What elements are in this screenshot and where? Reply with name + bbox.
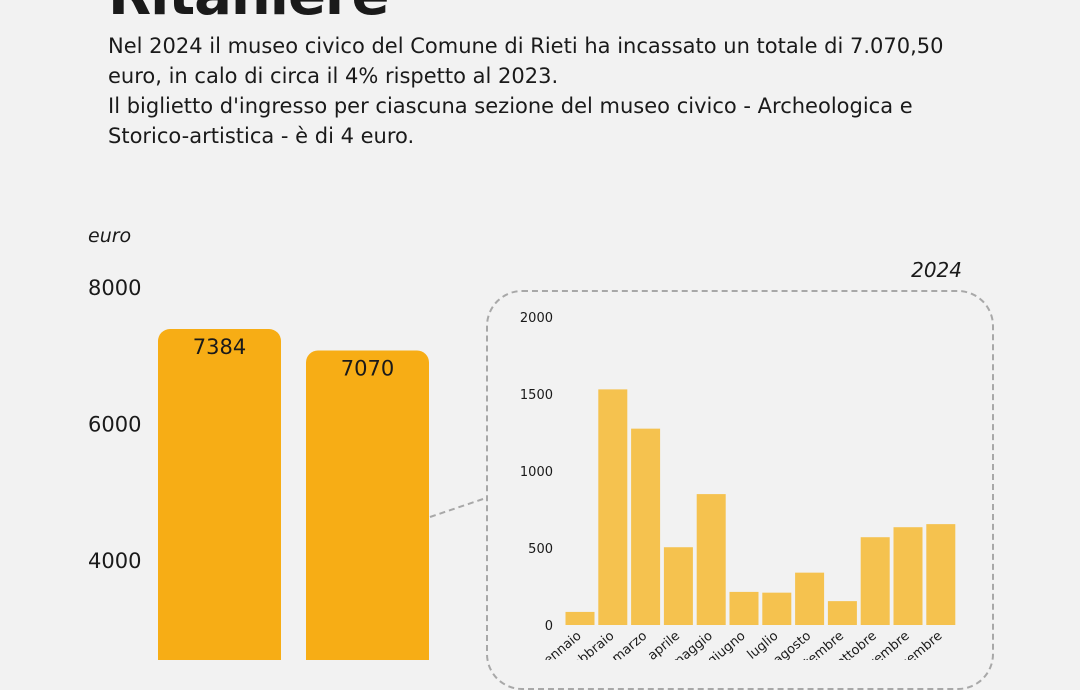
y-tick-label: 4000	[88, 549, 141, 573]
intro-text: Nel 2024 il museo civico del Comune di R…	[108, 31, 988, 151]
intro-paragraph-1: Nel 2024 il museo civico del Comune di R…	[108, 34, 944, 88]
inset-x-tick-label: giugno	[705, 629, 749, 660]
intro-paragraph-2: Il biglietto d'ingresso per ciascuna sez…	[108, 94, 913, 148]
inset-bar-dicembre	[926, 524, 956, 625]
bar-value-label: 7070	[341, 356, 394, 380]
y-axis-label: euro	[88, 225, 131, 247]
y-tick-label: 6000	[88, 413, 141, 437]
inset-bar-gennaio	[565, 611, 595, 625]
inset-y-tick-label: 2000	[520, 311, 553, 326]
inset-y-tick-label: 500	[528, 542, 553, 557]
inset-bar-novembre	[893, 527, 923, 625]
inset-bar-luglio	[762, 592, 792, 625]
bar-2024	[306, 350, 429, 660]
inset-bar-giugno	[729, 591, 759, 625]
inset-y-tick-label: 1000	[520, 465, 553, 480]
y-tick-label: 8000	[88, 276, 141, 300]
inset-y-tick-label: 0	[545, 619, 553, 634]
bar-2023	[158, 329, 281, 660]
inset-chart-title: 2024	[911, 258, 962, 282]
monthly-revenue-chart: 0500100015002000gennaiofebbraiomarzoapri…	[520, 311, 956, 660]
inset-x-tick-label: marzo	[609, 629, 650, 660]
inset-y-tick-label: 1500	[520, 388, 553, 403]
inset-bar-ottobre	[860, 537, 890, 625]
inset-bar-settembre	[827, 601, 857, 625]
page-title: Ritaniere	[108, 0, 390, 24]
inset-bar-agosto	[795, 572, 825, 625]
inset-bar-maggio	[696, 494, 726, 625]
bar-value-label: 7384	[193, 335, 246, 359]
inset-bar-febbraio	[598, 389, 628, 625]
inset-bar-aprile	[663, 547, 693, 625]
inset-bar-marzo	[631, 428, 661, 625]
annual-revenue-chart: euro200040006000800073847070	[88, 225, 429, 660]
